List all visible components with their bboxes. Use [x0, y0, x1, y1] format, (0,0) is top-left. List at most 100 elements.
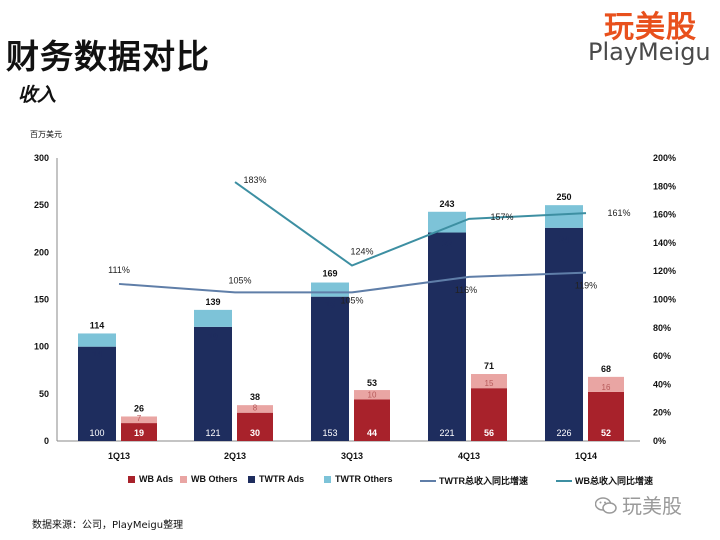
- twtr-ads-bar: [428, 232, 466, 441]
- wb-others-bar: [588, 376, 624, 392]
- twtr-total-value: 114: [90, 320, 105, 330]
- y2-tick-label: 20%: [653, 408, 671, 418]
- twtr-others-bar: [545, 205, 583, 228]
- wb-others-value: 8: [253, 404, 258, 413]
- twtr-others-value: 22: [442, 239, 452, 249]
- legend-swatch-wb-others: [180, 475, 187, 483]
- data-source-note: 数据来源：公司，PlayMeigu整理: [32, 520, 184, 531]
- legend-label-wb-growth: WB总收入同比增速: [575, 476, 653, 486]
- brand-logo-english: PlayMeigu: [588, 38, 711, 66]
- twtr-growth-label: 119%: [575, 281, 597, 291]
- x-tick-label: 1Q14: [575, 451, 597, 461]
- wb-others-value: 15: [485, 379, 494, 388]
- wechat-icon: [595, 497, 617, 514]
- wb-ads-bar: [354, 399, 390, 441]
- twtr-others-value: 15: [325, 300, 335, 310]
- twtr-ads-bar: [194, 326, 232, 441]
- y2-tick-label: 80%: [653, 323, 671, 333]
- twtr-total-value: 169: [322, 269, 337, 279]
- legend-label-twtr-ads: TWTR Ads: [259, 474, 305, 484]
- x-tick-label: 3Q13: [341, 451, 363, 461]
- wb-total-value: 71: [484, 361, 494, 371]
- watermark: 玩美股: [622, 490, 682, 519]
- wb-others-bar: [237, 405, 273, 413]
- twtr-ads-value: 153: [322, 428, 337, 438]
- watermark-text: 玩美股: [622, 494, 682, 518]
- wb-others-value: 7: [137, 414, 142, 423]
- y-axis-unit-label: 百万美元: [30, 129, 62, 139]
- twtr-total-value: 250: [556, 192, 571, 202]
- page-title: 财务数据对比: [6, 37, 210, 76]
- twtr-growth-label: 116%: [455, 285, 477, 295]
- wb-others-value: 10: [368, 390, 377, 399]
- wb-ads-bar: [121, 423, 157, 441]
- twtr-ads-bar: [545, 227, 583, 441]
- legend-item-twtr-growth: TWTR总收入同比增速: [420, 474, 528, 487]
- wb-others-bar: [471, 374, 507, 389]
- twtr-total-value: 243: [439, 199, 454, 209]
- twtr-ads-value: 221: [439, 428, 454, 438]
- twtr-ads-value: 226: [556, 428, 571, 438]
- twtr-others-bar: [78, 333, 116, 347]
- twtr-growth-line: [118, 271, 587, 294]
- y-tick-label: 100: [34, 342, 49, 352]
- twtr-ads-bar: [311, 296, 349, 441]
- wb-others-value: 16: [602, 383, 611, 392]
- y2-tick-label: 200%: [653, 153, 676, 163]
- legend-item-wb-others: WB Others: [180, 474, 238, 484]
- twtr-ads-value: 121: [205, 428, 220, 438]
- y2-tick-label: 60%: [653, 351, 671, 361]
- wb-total-value: 38: [250, 392, 260, 402]
- y2-tick-label: 100%: [653, 295, 676, 305]
- wb-ads-bar: [471, 388, 507, 441]
- x-tick-label: 4Q13: [458, 451, 480, 461]
- legend-item-wb-growth: WB总收入同比增速: [556, 474, 653, 487]
- twtr-others-bar: [194, 309, 232, 327]
- wb-others-bar: [354, 390, 390, 400]
- twtr-others-value: 14: [92, 349, 102, 359]
- wb-ads-value: 44: [367, 428, 377, 438]
- wb-growth-label: 183%: [243, 175, 266, 185]
- twtr-others-value: 18: [208, 331, 218, 341]
- page-subtitle: 收入: [18, 84, 57, 106]
- wb-total-value: 26: [134, 403, 144, 413]
- twtr-ads-value: 100: [89, 428, 104, 438]
- twtr-others-bar: [428, 211, 466, 233]
- wb-ads-value: 52: [601, 428, 611, 438]
- legend-item-twtr-others: TWTR Others: [324, 474, 393, 484]
- twtr-total-value: 139: [205, 297, 220, 307]
- wb-total-value: 53: [367, 378, 377, 388]
- y-tick-label: 150: [34, 295, 49, 305]
- y-tick-label: 50: [39, 389, 49, 399]
- legend-label-wb-ads: WB Ads: [139, 474, 174, 484]
- wb-ads-value: 56: [484, 428, 494, 438]
- y-tick-label: 250: [34, 200, 49, 210]
- x-tick-label: 2Q13: [224, 451, 246, 461]
- wb-growth-label: 157%: [490, 212, 513, 222]
- y2-tick-label: 0%: [653, 436, 666, 446]
- brand-logo-chinese: 玩美股: [604, 10, 697, 45]
- wb-others-bar: [121, 416, 157, 424]
- y2-tick-label: 160%: [653, 210, 676, 220]
- wb-ads-bar: [237, 412, 273, 441]
- legend-item-twtr-ads: TWTR Ads: [248, 474, 304, 484]
- y-tick-label: 0: [44, 436, 49, 446]
- legend-swatch-twtr-ads: [248, 475, 255, 483]
- twtr-ads-bar: [78, 346, 116, 441]
- legend-item-wb-ads: WB Ads: [128, 474, 173, 484]
- legend-label-wb-others: WB Others: [191, 474, 238, 484]
- y2-tick-label: 180%: [653, 181, 676, 191]
- twtr-growth-label: 105%: [340, 295, 363, 305]
- twtr-growth-label: 111%: [108, 265, 130, 275]
- wb-growth-label: 124%: [350, 247, 373, 257]
- twtr-others-value: 24: [559, 235, 569, 245]
- legend-label-twtr-growth: TWTR总收入同比增速: [439, 476, 528, 486]
- chart-legend: WB Ads WB Others TWTR Ads TWTR Others TW…: [128, 474, 720, 490]
- y2-tick-label: 140%: [653, 238, 676, 248]
- legend-swatch-twtr-others: [324, 475, 331, 483]
- y-tick-label: 200: [34, 247, 49, 257]
- wb-total-value: 68: [601, 364, 611, 374]
- wb-ads-value: 30: [250, 428, 260, 438]
- twtr-growth-label: 105%: [228, 275, 251, 285]
